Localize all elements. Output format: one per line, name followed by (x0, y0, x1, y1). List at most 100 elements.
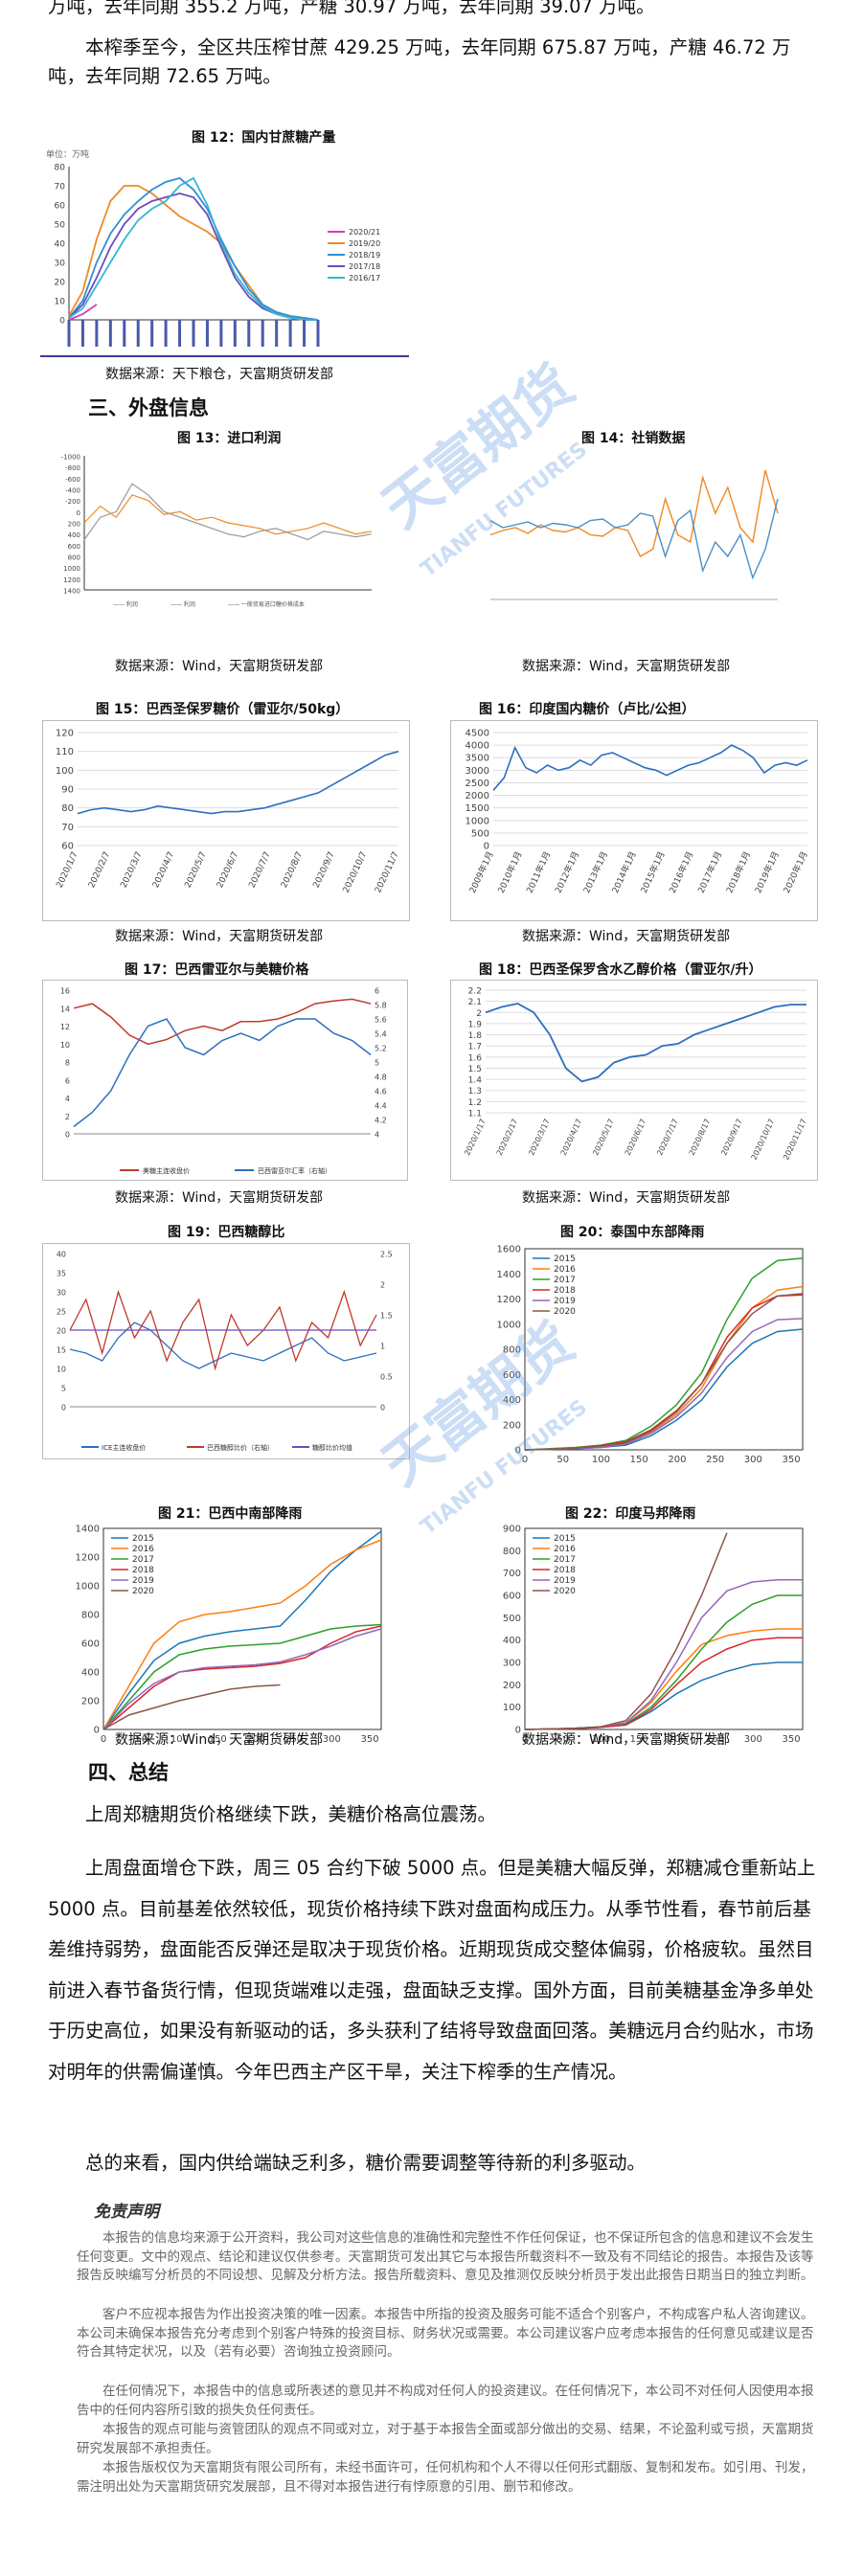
figure-17-svg: 0 2 4 6 8 10 12 14 16 4 4.2 4.4 4.6 4.8 5 5.2 5.4 5.6 5.8 6… (60, 987, 387, 1176)
x-tick-label: 2009年1月 (466, 849, 496, 894)
figure-12-title: 图 12：国内甘蔗糖产量 (192, 130, 336, 146)
y-tick-label: 200 (503, 1681, 521, 1691)
y-tick-label: 5 (61, 1385, 66, 1393)
series-line (524, 1293, 804, 1451)
y-tick-label: 600 (503, 1592, 521, 1602)
figure-15-title: 图 15：巴西圣保罗糖价（雷亚尔/50kg） (96, 702, 350, 717)
figure-20-svg: 0 200 400 600 800 1000 1200 1400 1600 0 50 100 150 20… (497, 1245, 804, 1465)
figure-15-chart: 60 70 80 90 100 110 120 2020/1/7 2020/2/7 2020/3/… (42, 720, 410, 921)
x-tick-label: 200 (668, 1455, 686, 1465)
y-tick-label: 1200 (76, 1553, 100, 1564)
x-tick-label: 300 (744, 1455, 762, 1465)
y-tick-label: 900 (503, 1525, 521, 1535)
figure-13-title: 图 13：进口利润 (177, 431, 282, 446)
x-tick-label: 2020/8/17 (688, 1118, 712, 1157)
y-tick-label: 20 (55, 279, 66, 288)
plot-frame (524, 1248, 804, 1451)
y-tick-label: 40 (57, 1251, 66, 1259)
series-line (77, 750, 399, 815)
x-tick-label: 2017年1月 (695, 849, 725, 894)
x-tick-label: 2020年1月 (781, 849, 810, 894)
y-tick-label: 200 (503, 1420, 521, 1431)
y-tick-label: 400 (81, 1668, 100, 1679)
x-tick-label: 300 (744, 1734, 762, 1745)
series-line (68, 176, 318, 321)
summary-paragraph-3: 总的来看，国内供给端缺乏利多，糖价需要调整等待新的利多驱动。 (85, 2152, 647, 2174)
x-tick-label: 2020/7/17 (655, 1118, 679, 1157)
legend-label: 2018 (554, 1566, 576, 1575)
series-line (68, 177, 319, 321)
y-tick-label: 90 (61, 785, 74, 796)
legend-label: 2018 (554, 1286, 576, 1296)
figure-16-title: 图 16：印度国内糖价（卢比/公担） (479, 702, 695, 717)
legend-label: 2018 (132, 1566, 154, 1575)
y-tick-label: 300 (503, 1659, 521, 1669)
y-tick-label: 120 (56, 729, 74, 739)
x-tick-label: 2020/5/17 (591, 1118, 615, 1157)
series-line (68, 185, 319, 321)
figure-13-svg: 1400 1200 1000 800 600 400 200 0 -200 -400 -600 -80… (61, 454, 373, 608)
figure-21-svg: 0 200 400 600 800 1000 1200 1400 0 50 100 150 200 250… (76, 1525, 382, 1745)
y-tick-label: -1000 (61, 454, 80, 462)
y-tick-label: 15 (57, 1346, 66, 1355)
disclaimer-paragraph-3: 在任何情况下，本报告中的信息或所表述的意见并不构成对任何人的投资建议。在任何情况… (77, 2384, 814, 2418)
legend-label: 2020 (554, 1307, 576, 1317)
y-tick-label: 12 (60, 1023, 70, 1031)
legend-label: 巴西雷亚尔汇率（右轴） (258, 1166, 331, 1175)
series-line (524, 1628, 803, 1730)
y-tick-label: 1200 (497, 1295, 521, 1305)
figure-22-chart: 0 100 200 300 400 500 600 700 800 900 0 50 100 150 200… (479, 1523, 816, 1762)
y-tick-label: 0 (65, 1131, 70, 1140)
y-tick-label: 200 (68, 521, 80, 529)
figure-22-svg: 0 100 200 300 400 500 600 700 800 900 0 50 100 150 200… (503, 1525, 804, 1745)
y-tick-label: 1200 (63, 576, 80, 584)
figure-14-svg (489, 469, 779, 600)
y-tick-label: -800 (65, 464, 80, 472)
y-tick-label: 0 (515, 1726, 521, 1736)
figure-17-source: 数据来源：Wind，天富期货研发部 (115, 1190, 324, 1206)
series-line (68, 304, 98, 321)
y-tick-label: 0 (94, 1726, 100, 1736)
series-line (492, 744, 808, 791)
y-tick-label: 8 (65, 1059, 70, 1068)
y-tick-label: 400 (503, 1636, 521, 1646)
figure-18-source: 数据来源：Wind，天富期货研发部 (522, 1190, 731, 1206)
series-line (524, 1318, 804, 1451)
y-tick-label: 200 (81, 1697, 100, 1707)
legend-label: 2019/20 (349, 239, 380, 248)
figure-21-chart: 0 200 400 600 800 1000 1200 1400 0 50 100 150 200 250… (57, 1523, 402, 1762)
legend-label: 2017 (554, 1555, 576, 1565)
x-tick-label: 2020/1/7 (56, 850, 80, 890)
disclaimer-paragraph-5: 本报告版权仅为天富期货有限公司所有，未经书面许可，任何机构和个人不得以任何形式翻… (77, 2460, 814, 2495)
x-tick-label: 2020/11/17 (782, 1118, 808, 1162)
figure-16-chart: 0 500 1000 1500 2000 2500 3000 3500 4000 4500 2009… (450, 720, 818, 921)
x-tick-label: 100 (170, 1734, 189, 1745)
x-tick-label: 50 (556, 1455, 569, 1465)
x-tick-label: 50 (135, 1734, 148, 1745)
x-tick-label: 250 (284, 1734, 303, 1745)
unit-label: 单位：万吨 (46, 148, 89, 160)
legend-label: 2016 (554, 1265, 576, 1275)
y-tick-label: 35 (57, 1270, 66, 1278)
y-tick-label: 80 (55, 164, 66, 173)
series-line (69, 1289, 377, 1371)
x-tick-label: 2020/8/7 (280, 850, 305, 890)
y-tick-label: 16 (60, 987, 70, 996)
series-line (83, 483, 373, 541)
figure-20-title: 图 20：泰国中东部降雨 (560, 1225, 705, 1240)
x-tick-label: 2020/7/7 (248, 850, 273, 890)
x-tick-label: 2020/2/17 (495, 1118, 519, 1157)
season-summary-paragraph: 本榨季至今，全区共压榨甘蔗 429.25 万吨，去年同期 675.87 万吨，产… (48, 36, 791, 87)
legend-label: 糖醇比价均值 (312, 1443, 352, 1452)
y-tick-label: 1.7 (468, 1043, 482, 1052)
figure-14-chart (462, 448, 808, 649)
legend-label: —— 利润 (170, 600, 195, 608)
figure-18-title: 图 18：巴西圣保罗含水乙醇价格（雷亚尔/升） (479, 962, 762, 978)
section-3-heading: 三、外盘信息 (88, 396, 209, 419)
series-line (524, 1294, 804, 1451)
legend-label: 2016 (132, 1545, 154, 1554)
y-tick-label: 1400 (497, 1270, 521, 1280)
x-tick-label: 150 (630, 1455, 648, 1465)
x-tick-label: 2020/3/7 (120, 850, 145, 890)
